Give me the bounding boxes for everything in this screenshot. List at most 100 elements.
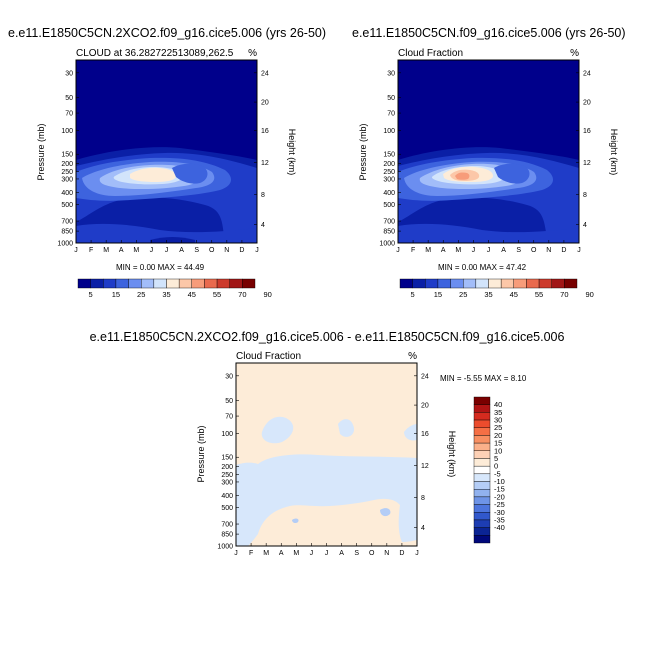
x-tick-label: J (165, 247, 169, 254)
panel-b-ylabel-right: Height (km) (609, 129, 619, 176)
x-tick-label: S (354, 550, 359, 557)
colorbar-label: -10 (494, 477, 505, 486)
y-tick-label-pressure: 100 (221, 431, 233, 438)
y-tick-label-pressure: 200 (61, 161, 73, 168)
colorbar-label: 15 (434, 290, 442, 299)
panel-a-title: e.e11.E1850C5CN.2XCO2.f09_g16.cice5.006 … (8, 26, 326, 40)
panel-a-plot (76, 60, 257, 243)
y-tick-label-pressure: 100 (383, 128, 395, 135)
y-tick-label-height: 12 (583, 160, 591, 167)
x-tick-label: S (194, 247, 199, 254)
y-tick-label-height: 12 (261, 160, 269, 167)
colorbar-label: 25 (494, 423, 502, 432)
colorbar-swatch (128, 278, 142, 289)
y-tick-label-pressure: 1000 (217, 544, 233, 551)
x-tick-label: D (561, 247, 566, 254)
y-tick-label-pressure: 150 (383, 152, 395, 159)
y-tick-label-pressure: 200 (383, 161, 395, 168)
colorbar-swatch (473, 427, 491, 436)
y-tick-label-pressure: 1000 (379, 241, 395, 248)
panel-c-ylabel-left: Pressure (mb) (196, 425, 206, 482)
y-tick-label-pressure: 70 (225, 414, 233, 421)
panel-c-negative-region-lower (236, 454, 417, 546)
y-tick-label-pressure: 100 (61, 128, 73, 135)
x-tick-label: J (255, 247, 259, 254)
y-tick-label-height: 24 (583, 70, 591, 77)
y-tick-label-pressure: 250 (221, 472, 233, 479)
colorbar-label: 35 (484, 290, 492, 299)
colorbar-label: 10 (494, 446, 502, 455)
colorbar-label: 55 (535, 290, 543, 299)
colorbar-label: 90 (263, 290, 271, 299)
colorbar-swatch (500, 278, 514, 289)
x-tick-label: A (179, 247, 184, 254)
colorbar-swatch (473, 458, 491, 467)
panel-c-units: % (408, 351, 417, 362)
colorbar-swatch (473, 535, 491, 544)
panel-c-subtitle: Cloud Fraction (236, 351, 301, 362)
colorbar-label: 45 (188, 290, 196, 299)
y-tick-label-pressure: 400 (61, 190, 73, 197)
x-tick-label: J (150, 247, 154, 254)
panel-a: e.e11.E1850C5CN.2XCO2.f09_g16.cice5.006 … (8, 26, 326, 299)
x-tick-label: N (546, 247, 551, 254)
colorbar-swatch (473, 404, 491, 413)
y-tick-label-height: 4 (261, 222, 265, 229)
panel-b-minmax: MIN = 0.00 MAX = 47.42 (438, 263, 527, 272)
colorbar-swatch (473, 435, 491, 444)
colorbar-swatch (412, 278, 426, 289)
colorbar-label: -15 (494, 485, 505, 494)
colorbar-swatch (191, 278, 205, 289)
colorbar-swatch (77, 278, 91, 289)
y-tick-label-pressure: 700 (61, 219, 73, 226)
panel-b-plot (398, 60, 579, 243)
colorbar-swatch (473, 465, 491, 475)
panel-c-negative-region-upper-1 (261, 416, 294, 444)
colorbar-label: -30 (494, 508, 505, 517)
colorbar-swatch (463, 278, 477, 289)
colorbar-swatch (437, 278, 451, 289)
y-tick-label-pressure: 50 (65, 95, 73, 102)
y-tick-label-pressure: 150 (61, 152, 73, 159)
x-tick-label: A (279, 550, 284, 557)
panel-c-title: e.e11.E1850C5CN.2XCO2.f09_g16.cice5.006 … (90, 330, 565, 344)
x-tick-label: J (487, 247, 491, 254)
y-tick-label-pressure: 700 (221, 522, 233, 529)
y-tick-label-pressure: 30 (387, 70, 395, 77)
panel-b-title: e.e11.E1850C5CN.f09_g16.cice5.006 (yrs 2… (352, 26, 626, 40)
panel-a-ylabel-right: Height (km) (287, 129, 297, 176)
x-tick-label: J (472, 247, 476, 254)
y-tick-label-height: 16 (583, 128, 591, 135)
y-tick-label-pressure: 150 (221, 455, 233, 462)
panel-b-units: % (570, 48, 579, 59)
y-tick-label-pressure: 300 (61, 176, 73, 183)
x-tick-label: J (577, 247, 581, 254)
colorbar-swatch (473, 489, 491, 498)
y-tick-label-pressure: 500 (383, 202, 395, 209)
colorbar-label: 25 (137, 290, 145, 299)
panel-a-lowlevel-1 (76, 223, 257, 243)
x-tick-label: D (399, 550, 404, 557)
colorbar-swatch (115, 278, 129, 289)
colorbar-swatch (473, 419, 491, 428)
panel-c-negative-region-lower-3 (380, 508, 391, 517)
y-tick-label-pressure: 250 (383, 169, 395, 176)
panel-a-ylabel-left: Pressure (mb) (36, 123, 46, 180)
colorbar-label: -25 (494, 500, 505, 509)
y-tick-label-height: 20 (261, 100, 269, 107)
x-tick-label: J (396, 247, 400, 254)
panel-a-lowlevel-2 (150, 237, 195, 243)
colorbar-swatch (473, 442, 491, 451)
x-tick-label: M (133, 247, 139, 254)
x-tick-label: N (384, 550, 389, 557)
x-tick-label: J (415, 550, 419, 557)
x-tick-label: D (239, 247, 244, 254)
x-tick-label: M (293, 550, 299, 557)
x-tick-label: N (224, 247, 229, 254)
y-tick-label-pressure: 30 (225, 373, 233, 380)
y-tick-label-height: 24 (421, 373, 429, 380)
colorbar-label: 45 (510, 290, 518, 299)
colorbar-swatch (526, 278, 540, 289)
